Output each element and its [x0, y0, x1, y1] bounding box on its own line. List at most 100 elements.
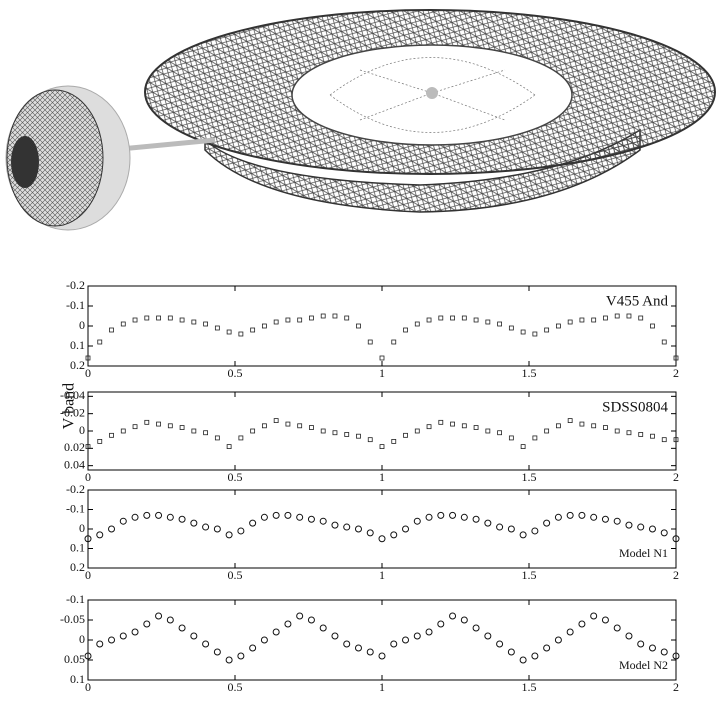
- x-tick-label: 0: [85, 680, 91, 694]
- data-point: [343, 640, 351, 648]
- data-point: [638, 432, 644, 437]
- y-tick-label: -0.1: [66, 298, 85, 312]
- data-point: [578, 620, 586, 628]
- data-point: [460, 513, 468, 521]
- data-point: [556, 423, 561, 429]
- data-point: [413, 632, 421, 640]
- data-point: [591, 317, 597, 323]
- plot-frame: [87, 489, 677, 569]
- data-point: [390, 531, 398, 539]
- data-point: [391, 339, 397, 345]
- panel-label: SDSS0804: [602, 399, 668, 415]
- data-point: [344, 315, 350, 321]
- x-tick-label: 1.5: [522, 470, 537, 484]
- data-point: [166, 616, 174, 624]
- data-point: [120, 428, 126, 434]
- y-tick-label: 0: [79, 632, 85, 646]
- data-point: [449, 612, 457, 620]
- data-point: [331, 632, 339, 640]
- x-tick-label: 2: [673, 366, 679, 380]
- data-point: [249, 519, 257, 527]
- data-point: [307, 616, 315, 624]
- white-dwarf: [426, 87, 438, 99]
- data-point: [296, 513, 304, 521]
- data-point: [601, 616, 609, 624]
- y-axis-label: V band: [61, 383, 78, 429]
- data-point: [484, 519, 492, 527]
- data-point: [531, 527, 539, 535]
- data-point: [661, 339, 667, 345]
- x-tick-label: 0: [85, 568, 91, 582]
- data-point: [203, 430, 209, 436]
- data-point: [309, 425, 314, 430]
- data-point: [132, 424, 138, 430]
- data-point: [85, 355, 91, 361]
- data-point: [672, 652, 680, 660]
- data-point: [450, 315, 455, 321]
- data-point: [191, 319, 197, 325]
- x-tick-label: 2: [673, 680, 679, 694]
- data-point: [367, 437, 373, 443]
- data-point: [272, 628, 280, 636]
- x-tick-label: 1.5: [522, 568, 537, 582]
- data-point: [319, 624, 327, 632]
- data-point: [356, 323, 361, 329]
- data-point: [378, 535, 386, 543]
- plot-frame: [87, 285, 677, 367]
- data-point: [554, 636, 562, 644]
- data-point: [556, 323, 561, 329]
- data-point: [261, 423, 267, 429]
- data-point: [473, 317, 479, 323]
- data-point: [226, 329, 232, 335]
- data-point: [272, 511, 280, 519]
- data-point: [320, 428, 326, 434]
- data-point: [426, 424, 432, 430]
- binary-model-illustration: [5, 9, 716, 231]
- data-point: [519, 656, 527, 664]
- data-point: [260, 636, 268, 644]
- data-point: [461, 423, 467, 429]
- x-tick-label: 0.5: [228, 366, 243, 380]
- data-point: [413, 517, 421, 525]
- data-point: [156, 315, 161, 321]
- data-point: [343, 523, 351, 531]
- y-tick-label: 0.1: [70, 672, 85, 686]
- data-point: [167, 423, 173, 429]
- x-tick-label: 0.5: [228, 568, 243, 582]
- data-point: [543, 519, 551, 527]
- x-tick-label: 1: [379, 470, 385, 484]
- data-point: [673, 437, 679, 443]
- data-point: [485, 319, 491, 325]
- data-point: [496, 523, 504, 531]
- x-tick-label: 1.5: [522, 366, 537, 380]
- data-point: [179, 425, 185, 430]
- data-point: [578, 511, 586, 519]
- data-point: [614, 428, 620, 434]
- data-point: [648, 644, 656, 652]
- data-point: [472, 624, 480, 632]
- data-point: [319, 517, 327, 525]
- y-tick-label: 0: [79, 423, 85, 437]
- data-point: [544, 428, 550, 434]
- data-point: [155, 511, 163, 519]
- x-tick-label: 2: [673, 470, 679, 484]
- data-point: [213, 525, 221, 533]
- data-point: [403, 327, 408, 333]
- plot-frame: [87, 391, 677, 471]
- data-point: [425, 513, 433, 521]
- data-point: [366, 529, 374, 537]
- data-point: [144, 315, 150, 321]
- data-point: [191, 428, 197, 434]
- data-point: [238, 331, 244, 337]
- panel-label: Model N1: [619, 546, 668, 560]
- data-point: [167, 315, 173, 321]
- data-point: [496, 640, 504, 648]
- data-point: [579, 317, 585, 323]
- data-point: [438, 315, 444, 321]
- data-point: [284, 620, 292, 628]
- data-point: [460, 616, 468, 624]
- data-point: [437, 511, 445, 519]
- data-point: [613, 517, 621, 525]
- data-point: [143, 620, 151, 628]
- data-point: [144, 419, 150, 425]
